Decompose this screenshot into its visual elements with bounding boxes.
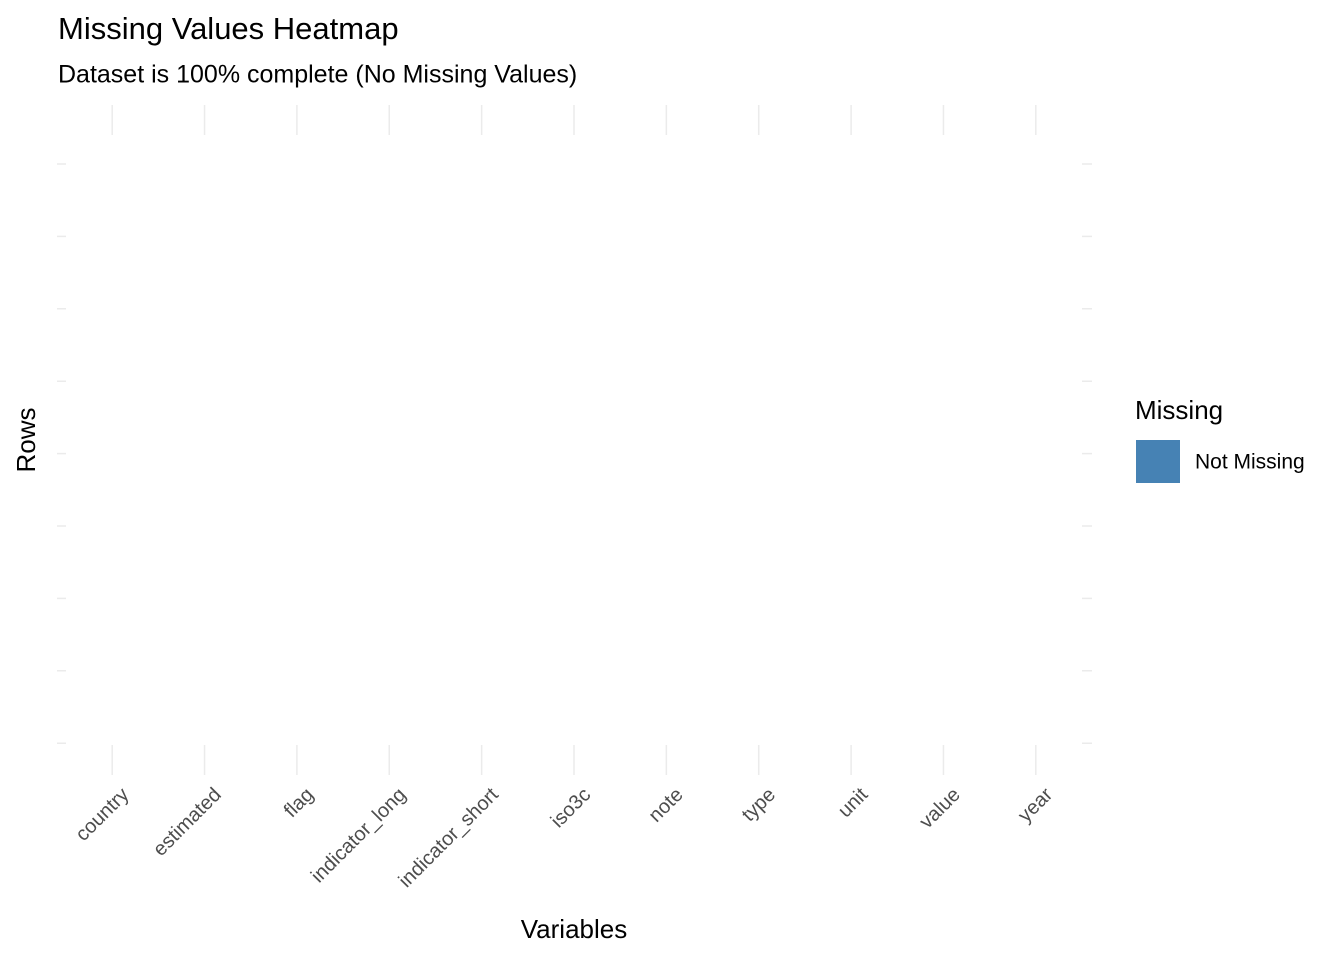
- legend-swatch: [1136, 440, 1180, 483]
- chart-subtitle: Dataset is 100% complete (No Missing Val…: [58, 61, 577, 89]
- x-tick-label: unit: [834, 783, 873, 822]
- legend-title: Missing: [1135, 395, 1223, 425]
- tile-area: [66, 135, 1082, 745]
- x-tick-label: indicator_long: [307, 784, 411, 888]
- y-axis-title: Rows: [11, 407, 41, 472]
- x-tick-label: type: [738, 784, 780, 826]
- x-tick-label: year: [1014, 783, 1057, 826]
- x-tick-label: note: [645, 784, 688, 827]
- x-tick-label: iso3c: [547, 784, 596, 833]
- x-tick-label: flag: [280, 784, 318, 822]
- x-axis-title: Variables: [521, 914, 627, 944]
- chart-title: Missing Values Heatmap: [58, 11, 399, 46]
- x-tick-label: indicator_short: [395, 783, 504, 892]
- legend-label: Not Missing: [1195, 451, 1305, 474]
- x-tick-label: country: [72, 784, 134, 846]
- x-tick-label: estimated: [149, 784, 226, 861]
- x-tick-label: value: [915, 784, 964, 833]
